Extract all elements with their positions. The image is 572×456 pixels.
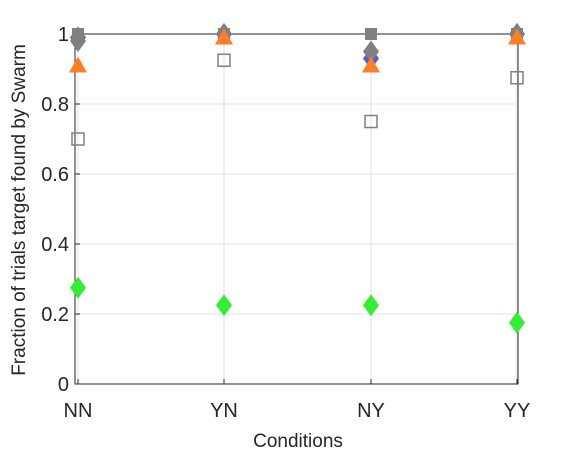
axes-box: [74, 33, 519, 385]
data-point-triangle: [215, 28, 233, 45]
y-tick-label: 1: [58, 24, 69, 46]
y-tick-label: 0.6: [41, 164, 69, 186]
data-points: [69, 23, 526, 334]
x-tick-label: NY: [357, 400, 385, 422]
data-point-triangle: [69, 56, 87, 73]
data-point-square-open: [71, 132, 85, 146]
data-point-square-open: [217, 53, 231, 67]
data-point-square-open: [510, 71, 524, 85]
y-tick-label: 0: [58, 374, 69, 396]
grid-lines: [75, 33, 518, 385]
data-point-diamond: [216, 294, 232, 317]
data-point-square-filled: [365, 28, 377, 40]
data-point-diamond: [509, 311, 525, 334]
x-tick-label: YY: [504, 400, 531, 422]
data-point-triangle: [362, 56, 380, 73]
data-point-diamond: [363, 294, 379, 317]
x-tick-label: YN: [210, 400, 238, 422]
data-point-diamond: [70, 276, 86, 299]
y-tick-label: 0.2: [41, 304, 69, 326]
data-point-diamond: [70, 30, 86, 52]
x-tick-label: NN: [64, 400, 93, 422]
y-ticks: 0 0.2 0.4 0.6 0.8 1: [41, 24, 80, 396]
data-point-square-open: [364, 114, 378, 129]
data-point-diamond: [363, 40, 379, 63]
y-tick-label: 0.8: [41, 94, 69, 116]
x-ticks: NN YN NY YY: [64, 379, 531, 422]
x-axis-label: Conditions: [253, 431, 343, 452]
y-tick-label: 0.4: [41, 234, 69, 256]
y-axis-label: Fraction of trials target found by Swarm: [9, 44, 30, 376]
data-point-triangle: [508, 28, 526, 45]
